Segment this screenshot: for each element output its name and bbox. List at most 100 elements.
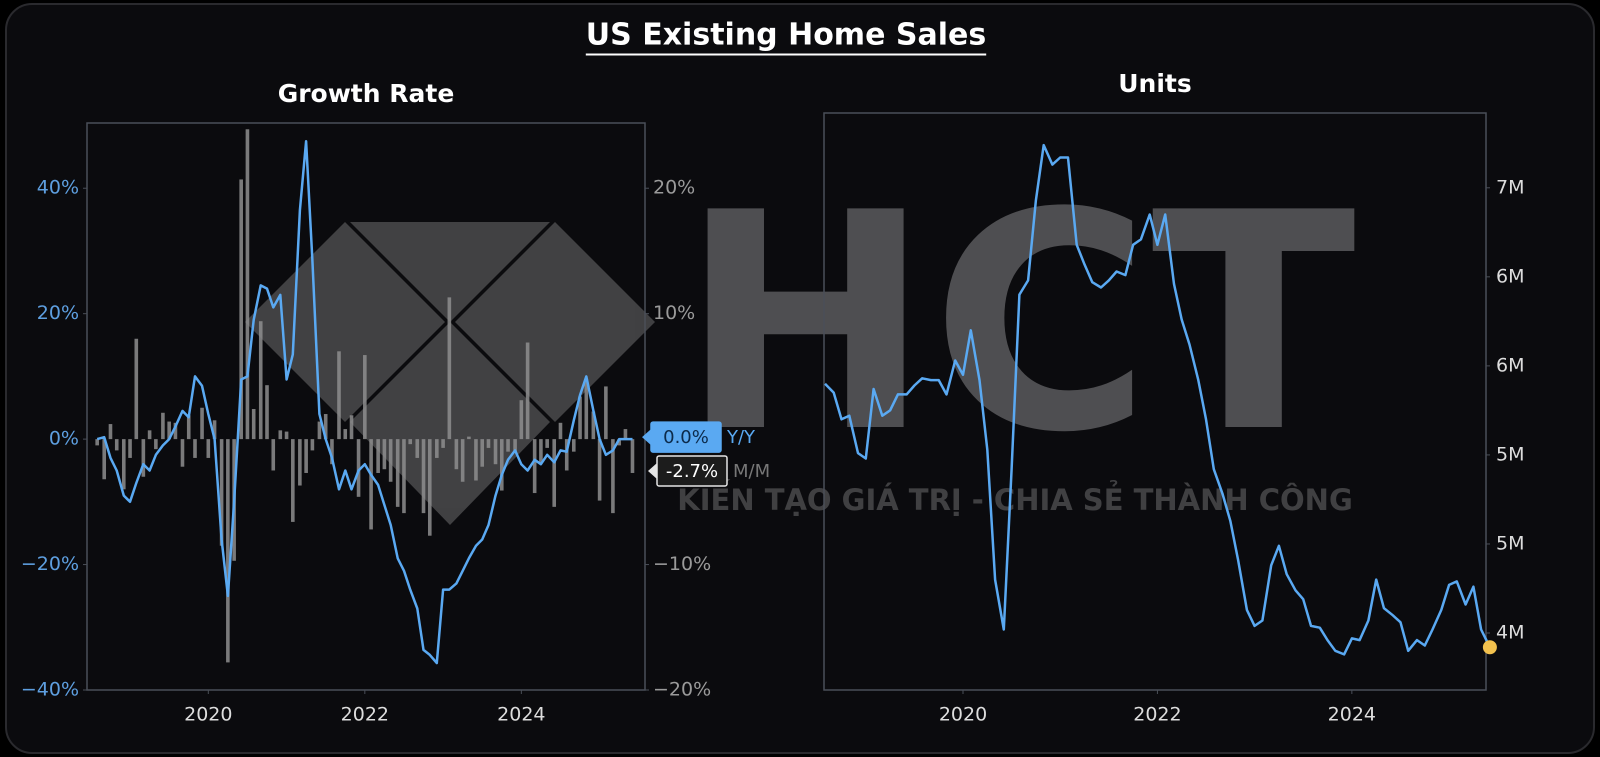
bar: [578, 396, 582, 440]
bar: [298, 439, 302, 486]
y-tick-label: 20%: [37, 302, 79, 324]
bar: [102, 439, 107, 480]
bar: [630, 439, 635, 473]
bar: [499, 439, 504, 491]
bar: [435, 439, 439, 458]
bar: [369, 439, 373, 530]
bar: [597, 439, 602, 501]
bar: [402, 439, 406, 514]
y-tick-label: 6M: [1496, 354, 1524, 376]
bar: [317, 421, 322, 440]
bar: [193, 439, 197, 458]
bar: [121, 439, 126, 490]
bar: [525, 342, 530, 440]
bar: [604, 386, 608, 440]
bar: [114, 439, 119, 451]
chart-title: Units: [1118, 69, 1192, 98]
bar: [558, 422, 563, 440]
bar: [271, 439, 276, 471]
tag-pointer: [642, 429, 651, 446]
bar: [454, 439, 459, 470]
y2-tick-label: 20%: [653, 177, 695, 199]
bar: [395, 439, 400, 507]
bar: [330, 439, 334, 465]
bar: [441, 439, 445, 448]
x-tick-label: 2024: [1328, 704, 1376, 726]
bar: [291, 439, 295, 522]
bar: [460, 439, 465, 482]
y2-tick-label: −10%: [653, 553, 711, 575]
bar: [278, 430, 283, 440]
bar: [564, 439, 569, 471]
bar: [323, 414, 328, 440]
bar: [134, 338, 139, 440]
y2-tick-label: −20%: [653, 679, 711, 701]
bar: [474, 439, 478, 481]
bar: [611, 439, 615, 514]
bar: [591, 411, 596, 440]
bar: [173, 422, 178, 440]
x-tick-label: 2020: [184, 704, 232, 726]
tag-series-name: Y/Y: [726, 427, 756, 448]
y-tick-label: 4M: [1496, 622, 1524, 644]
y-tick-label: 6M: [1496, 265, 1524, 287]
bar: [161, 412, 165, 440]
bar: [519, 400, 524, 440]
x-tick-label: 2020: [939, 704, 987, 726]
y-tick-label: −40%: [21, 679, 79, 701]
bar: [284, 431, 289, 440]
bar: [513, 439, 517, 452]
bar: [532, 439, 537, 494]
bar: [493, 439, 498, 465]
bar: [206, 439, 211, 458]
panel: [5, 3, 1595, 754]
bar: [141, 439, 146, 477]
bar: [304, 439, 308, 473]
bar: [376, 439, 380, 473]
page-title: US Existing Home Sales: [586, 18, 986, 53]
line: [96, 139, 633, 665]
bar: [180, 439, 185, 467]
bar: [545, 439, 549, 448]
end-tag: 0.0% Y/Y: [642, 421, 756, 453]
plot-frame: [823, 112, 1487, 691]
watermark-logo: [245, 222, 655, 525]
y2-tick-label: 10%: [653, 302, 695, 324]
bar: [258, 321, 263, 440]
bar: [128, 439, 132, 458]
bar: [167, 421, 171, 440]
plot-frame: [86, 122, 646, 691]
bar: [245, 129, 250, 440]
x-tick-label: 2022: [1133, 704, 1181, 726]
bar: [239, 179, 243, 440]
y-tick-label: 0%: [49, 428, 79, 450]
bar: [584, 378, 589, 440]
line: [824, 143, 1492, 656]
bar: [219, 439, 224, 546]
y-tick-label: 5M: [1496, 443, 1524, 465]
bar: [265, 385, 269, 440]
x-tick-label: 2022: [341, 704, 389, 726]
bar: [486, 439, 491, 448]
bar: [467, 436, 471, 440]
tag-series-name: M/M: [733, 461, 770, 482]
bar: [310, 439, 315, 451]
bar: [349, 415, 354, 440]
bar: [617, 439, 621, 446]
bar: [427, 439, 432, 536]
bar: [388, 439, 393, 482]
bar: [95, 439, 99, 446]
bar: [147, 430, 152, 440]
tag-value: 0.0%: [663, 427, 709, 448]
y-tick-label: −20%: [21, 553, 79, 575]
tag-value: -2.7%: [666, 461, 718, 482]
bar: [337, 351, 341, 440]
bar: [623, 429, 628, 440]
tag-pointer: [648, 462, 657, 479]
bar: [356, 439, 361, 497]
end-tag: -2.7% M/M: [648, 455, 770, 487]
bar: [108, 424, 113, 440]
watermark-tagline: KIẾN TẠO GIÁ TRỊ - CHIA SẺ THÀNH CÔNG: [677, 480, 1353, 517]
